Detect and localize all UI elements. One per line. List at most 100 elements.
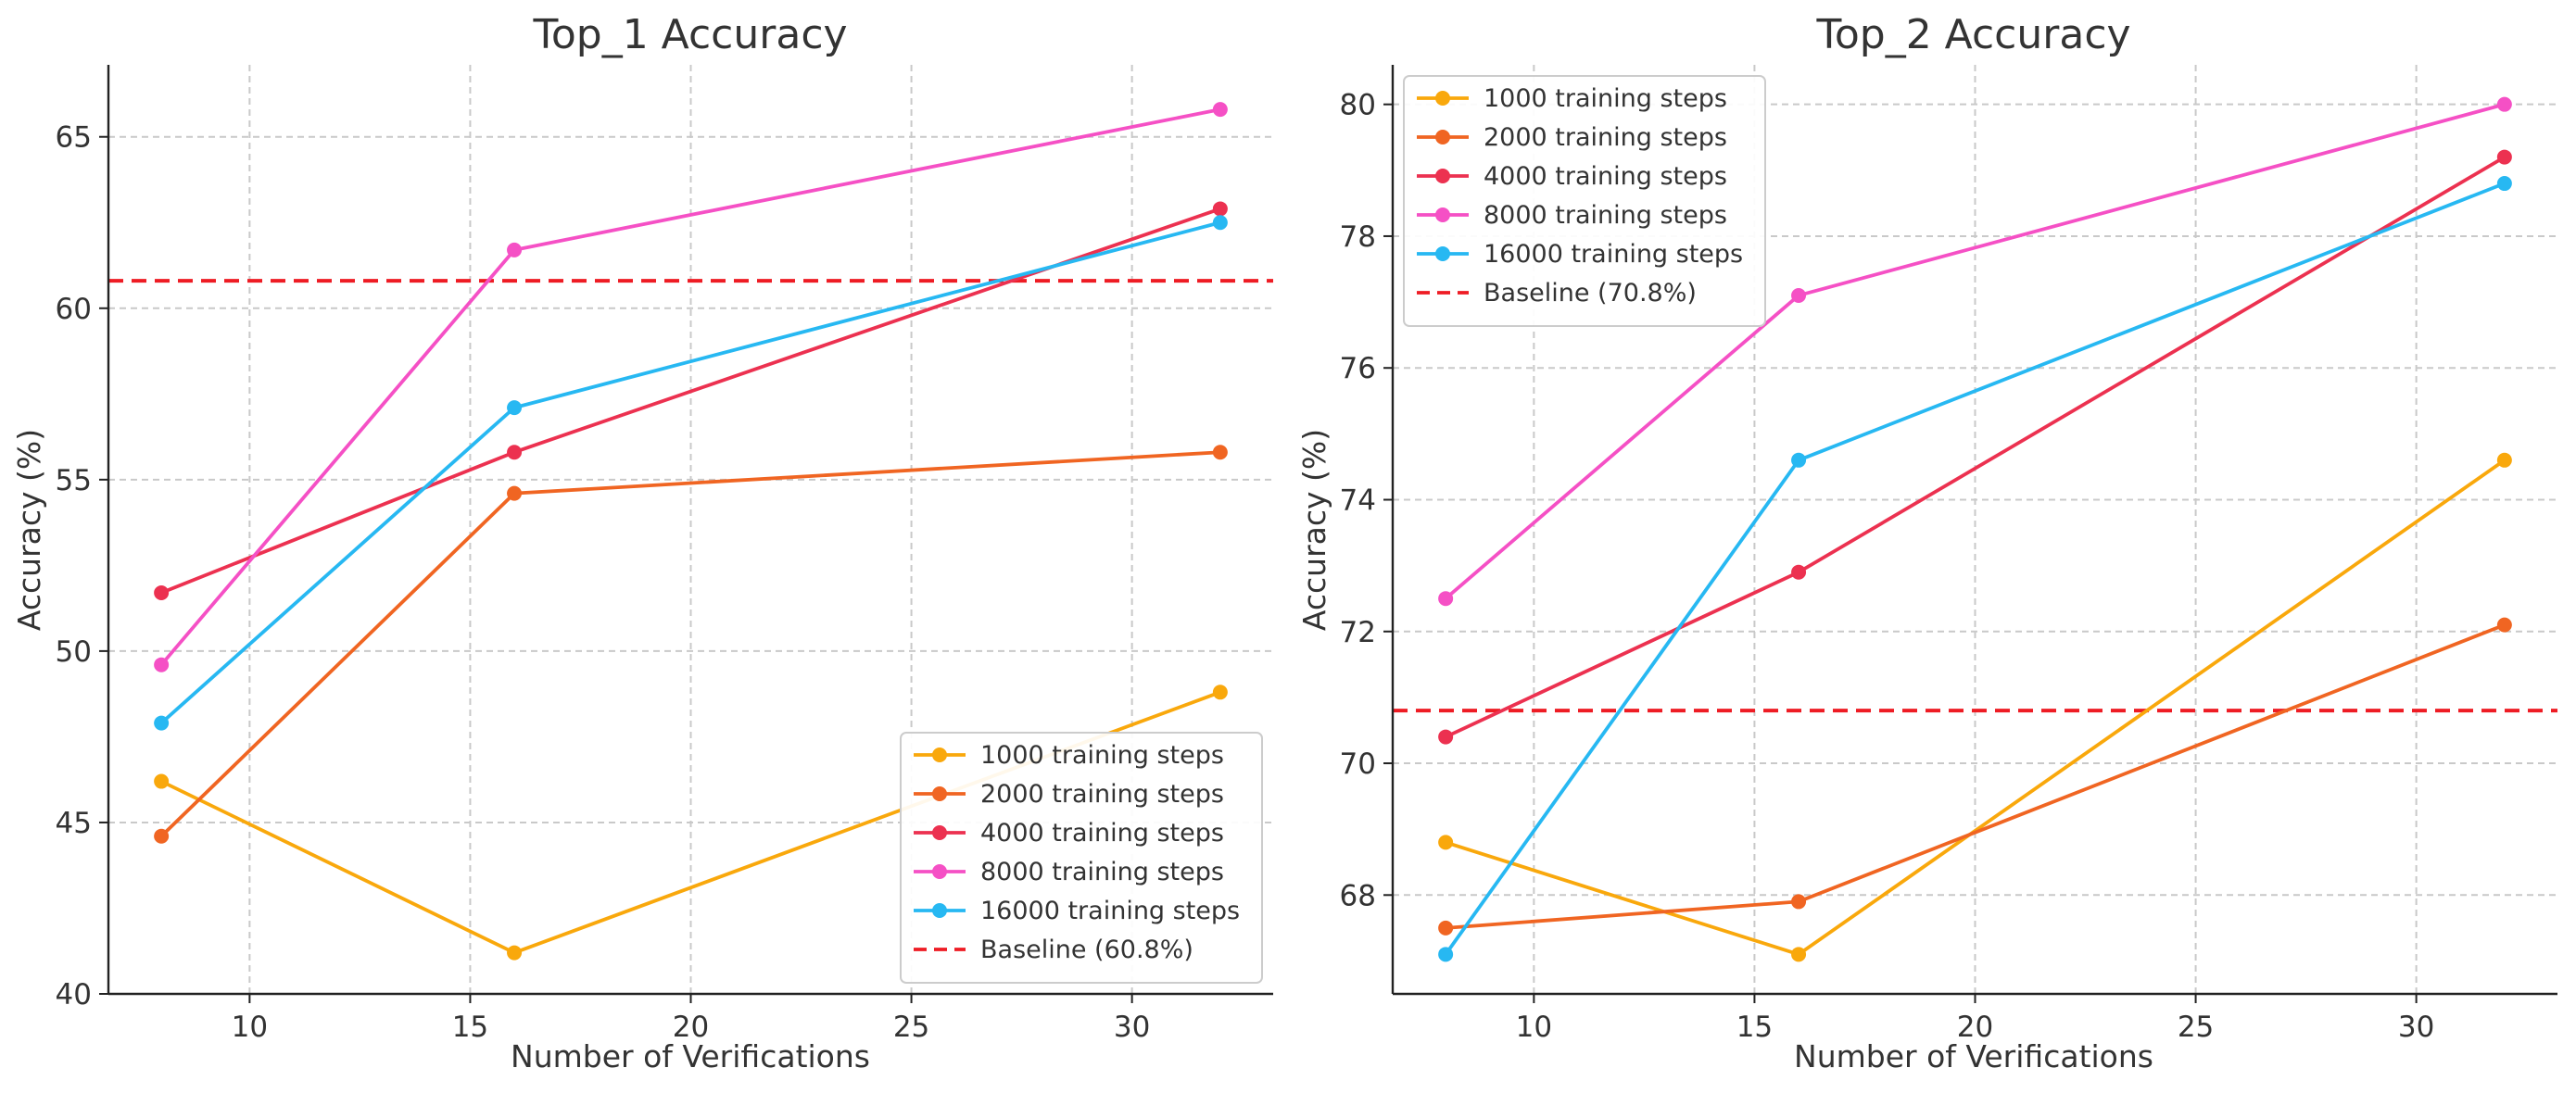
- y-tick-label: 50: [56, 635, 92, 669]
- legend-item: 1000 training steps: [1417, 84, 1727, 113]
- legend-label: 2000 training steps: [980, 780, 1224, 809]
- tick-labels: 10 15 20 25 30 68 70 72 74 76 78 80: [1340, 89, 2435, 1044]
- data-point: [507, 945, 523, 961]
- chart-title: Top_1 Accuracy: [532, 11, 847, 58]
- legend: 1000 training steps 2000 training steps 40…: [900, 732, 1263, 984]
- x-tick-label: 20: [1957, 1011, 1993, 1044]
- legend-marker: [932, 903, 947, 918]
- legend: 1000 training steps 2000 training steps 40…: [1403, 75, 1766, 327]
- data-point: [507, 400, 523, 416]
- series-layer: [154, 102, 1228, 961]
- axes: [1383, 65, 2557, 1003]
- data-point: [507, 445, 523, 460]
- legend-item: Baseline (70.8%): [1417, 279, 1697, 308]
- data-point: [1438, 947, 1454, 962]
- data-point: [2496, 617, 2512, 633]
- data-point: [1212, 445, 1228, 460]
- chart-panel-top1: 10 15 20 25 30 40 45 50 55 60 65 Top_1 Accuracy Nu…: [11, 11, 1273, 1074]
- x-tick-label: 25: [893, 1011, 929, 1044]
- legend-marker: [932, 786, 947, 801]
- legend-item: 1000 training steps: [914, 741, 1224, 770]
- data-point: [1438, 591, 1454, 607]
- legend-label: 16000 training steps: [980, 897, 1240, 925]
- y-tick-label: 60: [56, 293, 92, 326]
- data-point: [1438, 920, 1454, 936]
- x-tick-label: 10: [232, 1011, 268, 1044]
- data-point: [1791, 894, 1807, 910]
- y-axis-label: Accuracy (%): [11, 429, 47, 631]
- data-point: [154, 584, 170, 600]
- axes: [99, 65, 1273, 1003]
- legend-label: Baseline (70.8%): [1484, 279, 1697, 308]
- y-tick-label: 55: [56, 464, 92, 497]
- x-tick-label: 20: [673, 1011, 709, 1044]
- x-tick-label: 25: [2178, 1011, 2214, 1044]
- data-point: [1212, 102, 1228, 118]
- legend-marker: [1435, 130, 1450, 144]
- legend-item: 16000 training steps: [1417, 240, 1743, 269]
- y-tick-label: 78: [1340, 220, 1376, 254]
- x-tick-label: 30: [1114, 1011, 1150, 1044]
- y-tick-label: 68: [1340, 879, 1376, 912]
- legend-item: 8000 training steps: [1417, 201, 1727, 230]
- data-point: [2496, 96, 2512, 112]
- legend-label: Baseline (60.8%): [980, 936, 1193, 964]
- y-tick-label: 45: [56, 807, 92, 840]
- y-tick-label: 40: [56, 978, 92, 1011]
- legend-label: 1000 training steps: [1484, 84, 1727, 113]
- data-point: [507, 485, 523, 501]
- data-point: [2496, 452, 2512, 468]
- x-axis-label: Number of Verifications: [1794, 1038, 2153, 1074]
- legend-marker: [932, 825, 947, 840]
- chart-title: Top_2 Accuracy: [1815, 11, 2130, 58]
- legend-marker: [1435, 91, 1450, 106]
- legend-item: 4000 training steps: [1417, 162, 1727, 191]
- data-point: [1791, 564, 1807, 580]
- y-tick-label: 76: [1340, 352, 1376, 385]
- legend-label: 2000 training steps: [1484, 123, 1727, 152]
- y-axis-label: Accuracy (%): [1296, 429, 1332, 631]
- y-tick-label: 80: [1340, 89, 1376, 122]
- legend-frame: [900, 732, 1263, 984]
- x-tick-label: 15: [1736, 1011, 1773, 1044]
- legend-item: 16000 training steps: [914, 897, 1240, 925]
- legend-item: 2000 training steps: [914, 780, 1224, 809]
- data-point: [1438, 835, 1454, 850]
- data-point: [1212, 201, 1228, 217]
- legend-label: 16000 training steps: [1484, 240, 1743, 269]
- legend-item: 2000 training steps: [1417, 123, 1727, 152]
- legend-label: 8000 training steps: [1484, 201, 1727, 230]
- legend-label: 4000 training steps: [1484, 162, 1727, 191]
- x-tick-label: 30: [2398, 1011, 2434, 1044]
- data-point: [1791, 947, 1807, 962]
- data-point: [1212, 685, 1228, 700]
- legend-label: 4000 training steps: [980, 819, 1224, 848]
- legend-label: 1000 training steps: [980, 741, 1224, 770]
- data-point: [154, 657, 170, 672]
- y-tick-label: 65: [56, 121, 92, 155]
- legend-marker: [1435, 169, 1450, 183]
- x-axis-label: Number of Verifications: [511, 1038, 870, 1074]
- legend-item: 4000 training steps: [914, 819, 1224, 848]
- data-point: [1791, 287, 1807, 303]
- legend-item: Baseline (60.8%): [914, 936, 1193, 964]
- legend-label: 8000 training steps: [980, 858, 1224, 886]
- legend-marker: [932, 864, 947, 879]
- data-point: [1791, 452, 1807, 468]
- y-tick-label: 72: [1340, 616, 1376, 649]
- data-point: [507, 242, 523, 258]
- data-point: [2496, 149, 2512, 165]
- y-tick-label: 74: [1340, 484, 1376, 517]
- legend-frame: [1403, 75, 1766, 327]
- x-tick-label: 15: [452, 1011, 488, 1044]
- data-point: [2496, 176, 2512, 192]
- data-point: [1438, 729, 1454, 745]
- legend-item: 8000 training steps: [914, 858, 1224, 886]
- legend-marker: [1435, 246, 1450, 261]
- x-tick-label: 10: [1516, 1011, 1552, 1044]
- data-point: [154, 828, 170, 844]
- data-point: [154, 715, 170, 731]
- series-layer: [1438, 96, 2512, 962]
